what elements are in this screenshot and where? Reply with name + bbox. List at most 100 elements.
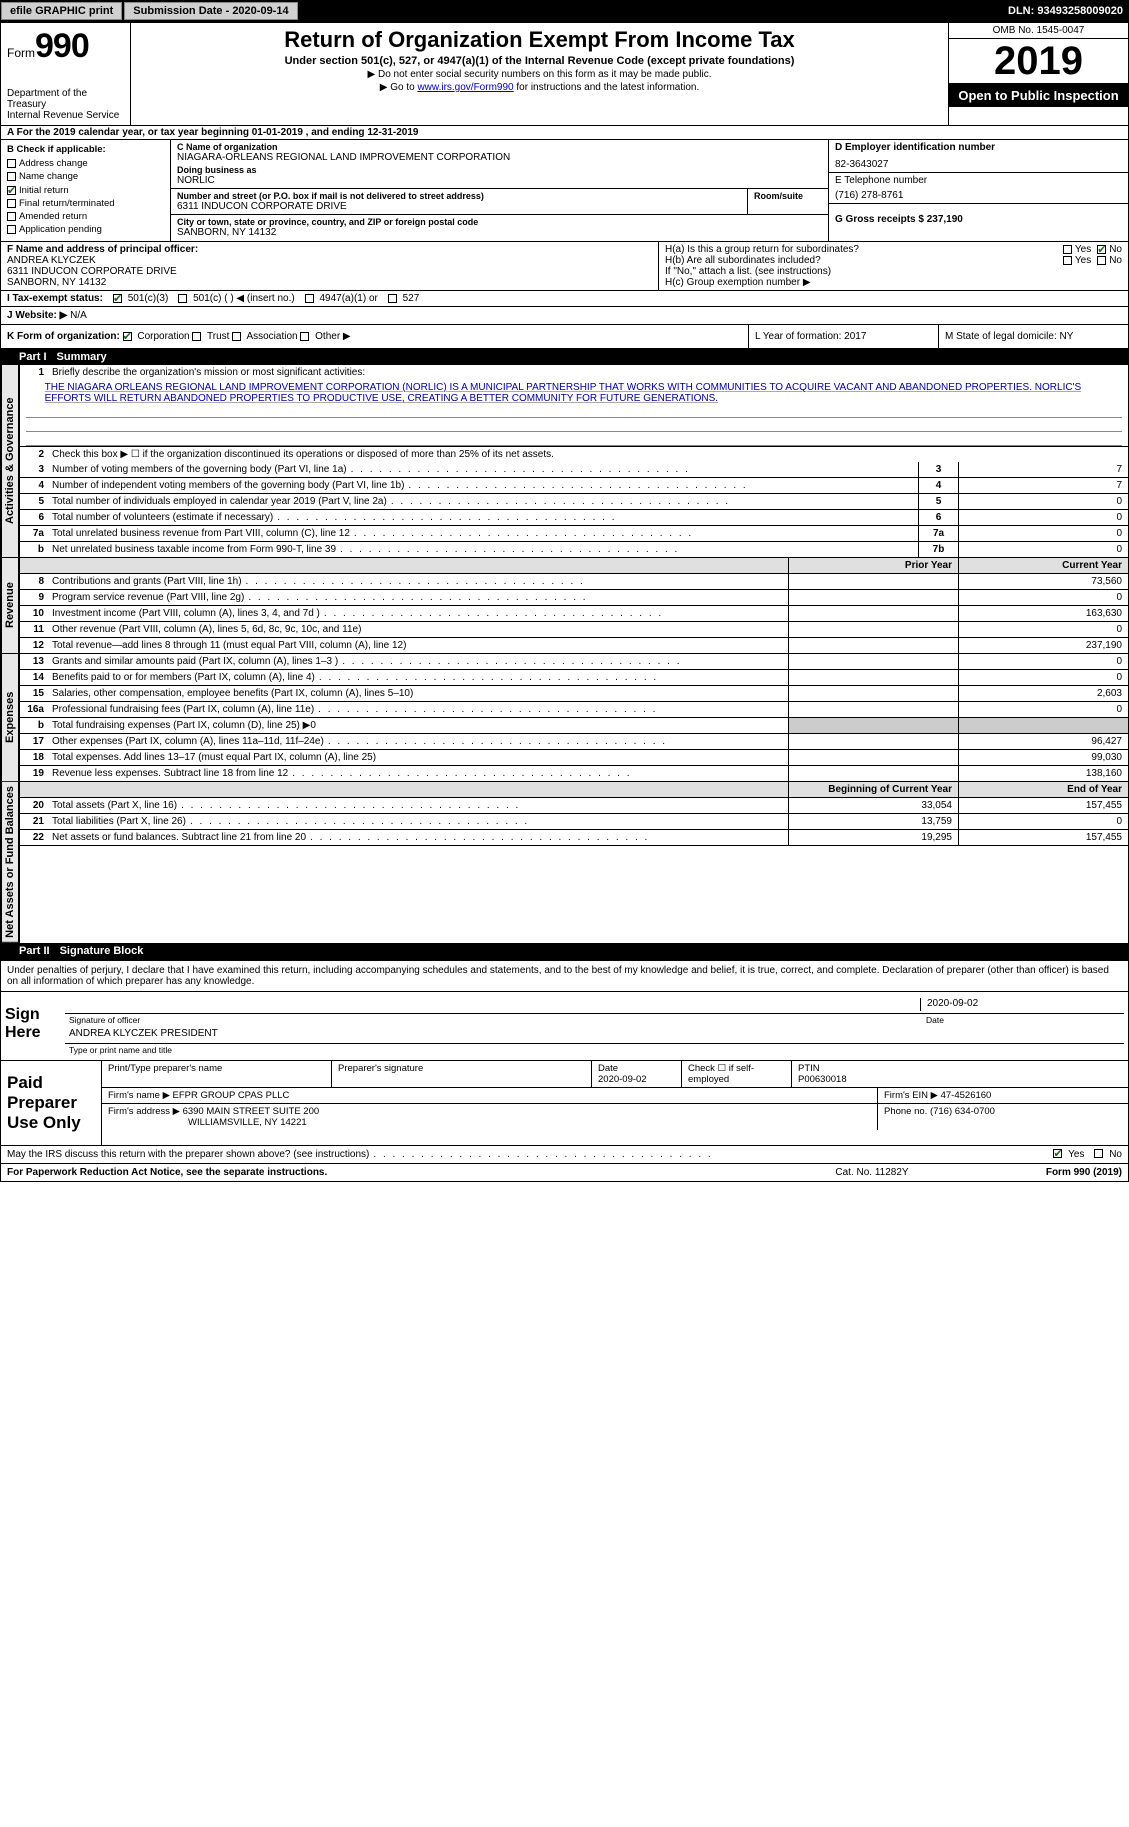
firm-addr: Firm's address ▶ 6390 MAIN STREET SUITE … — [102, 1104, 878, 1130]
row-i-tax-status: I Tax-exempt status: 501(c)(3) 501(c) ( … — [1, 291, 1128, 307]
goto-link[interactable]: www.irs.gov/Form990 — [417, 82, 513, 93]
l16a-desc: Professional fundraising fees (Part IX, … — [48, 702, 788, 717]
cb-name-change[interactable]: Name change — [7, 170, 164, 183]
cb-application-pending[interactable]: Application pending — [7, 223, 164, 236]
g-gross: G Gross receipts $ 237,190 — [829, 204, 1128, 227]
sig-date-label: Date — [920, 1015, 1120, 1025]
hb-no[interactable] — [1097, 256, 1106, 265]
l5-desc: Total number of individuals employed in … — [48, 494, 918, 509]
row-klm: K Form of organization: Corporation Trus… — [1, 325, 1128, 349]
l8-desc: Contributions and grants (Part VIII, lin… — [48, 574, 788, 589]
l21-desc: Total liabilities (Part X, line 26) — [48, 814, 788, 829]
c-name-cell: C Name of organization NIAGARA-ORLEANS R… — [171, 140, 828, 189]
sig-name: ANDREA KLYCZEK PRESIDENT — [69, 1028, 218, 1041]
ha-label: H(a) Is this a group return for subordin… — [665, 244, 1063, 255]
hdr-eoy: End of Year — [958, 782, 1128, 797]
m-state-domicile: M State of legal domicile: NY — [938, 325, 1128, 348]
no-label: No — [1109, 244, 1122, 255]
ha-yes[interactable] — [1063, 245, 1072, 254]
h-group: H(a) Is this a group return for subordin… — [658, 242, 1128, 290]
i-label: I Tax-exempt status: — [7, 293, 103, 304]
tab-expenses: Expenses — [1, 654, 19, 782]
row-a-period: A For the 2019 calendar year, or tax yea… — [1, 126, 1128, 140]
form-subtitle: Under section 501(c), 527, or 4947(a)(1)… — [139, 55, 940, 67]
may-yes[interactable] — [1053, 1149, 1062, 1158]
efile-print-button[interactable]: efile GRAPHIC print — [1, 2, 122, 20]
l8-val: 73,560 — [958, 574, 1128, 589]
header-left: Form990 Department of the Treasury Inter… — [1, 23, 131, 125]
paperwork-notice: For Paperwork Reduction Act Notice, see … — [7, 1167, 772, 1178]
ha-no[interactable] — [1097, 245, 1106, 254]
l9-desc: Program service revenue (Part VIII, line… — [48, 590, 788, 605]
hdr-prior-year: Prior Year — [788, 558, 958, 573]
d-ein: D Employer identification number 82-3643… — [829, 140, 1128, 173]
cb-assoc[interactable] — [232, 332, 241, 341]
dept-irs: Internal Revenue Service — [7, 110, 124, 121]
goto-post: for instructions and the latest informat… — [514, 82, 700, 93]
form-header: Form990 Department of the Treasury Inter… — [1, 23, 1128, 126]
l20-eoy: 157,455 — [958, 798, 1128, 813]
l22-desc: Net assets or fund balances. Subtract li… — [48, 830, 788, 845]
cb-final-return[interactable]: Final return/terminated — [7, 197, 164, 210]
cb-corp[interactable] — [123, 332, 132, 341]
form-word: Form — [7, 46, 35, 60]
f-label: F Name and address of principal officer: — [7, 244, 652, 255]
sig-type-name-label: Type or print name and title — [65, 1044, 1124, 1056]
may-irs-discuss: May the IRS discuss this return with the… — [1, 1145, 1128, 1163]
opt-corp: Corporation — [137, 331, 189, 342]
l14-desc: Benefits paid to or for members (Part IX… — [48, 670, 788, 685]
part-2-header: Part II Signature Block — [1, 943, 1128, 959]
may-text: May the IRS discuss this return with the… — [7, 1149, 1053, 1160]
d-ein-label: D Employer identification number — [835, 142, 1122, 153]
form-ref: Form 990 (2019) — [972, 1167, 1122, 1178]
opt-501c3: 501(c)(3) — [128, 293, 169, 304]
l18-desc: Total expenses. Add lines 13–17 (must eq… — [48, 750, 788, 765]
part-1-header: Part I Summary — [1, 349, 1128, 365]
sign-here-row: Sign Here 2020-09-02 Signature of office… — [1, 991, 1128, 1060]
l9-val: 0 — [958, 590, 1128, 605]
j-value: N/A — [70, 310, 87, 321]
cb-initial-return[interactable]: Initial return — [7, 184, 164, 197]
signature-block: Under penalties of perjury, I declare th… — [1, 959, 1128, 1163]
cb-trust[interactable] — [192, 332, 201, 341]
cb-address-change[interactable]: Address change — [7, 157, 164, 170]
addr-label: Number and street (or P.O. box if mail i… — [177, 191, 741, 201]
sect-revenue: Revenue Prior YearCurrent Year 8Contribu… — [1, 558, 1128, 654]
l11-val: 0 — [958, 622, 1128, 637]
opt-trust: Trust — [207, 331, 229, 342]
may-no[interactable] — [1094, 1149, 1103, 1158]
top-bar: efile GRAPHIC print Submission Date - 20… — [0, 0, 1129, 22]
goto-pre: ▶ Go to — [380, 82, 418, 93]
addr-value: 6311 INDUCON CORPORATE DRIVE — [177, 201, 741, 212]
l17-desc: Other expenses (Part IX, column (A), lin… — [48, 734, 788, 749]
yes-label: Yes — [1075, 255, 1091, 266]
part-2-title: Signature Block — [60, 945, 144, 957]
e-phone-value: (716) 278-8761 — [835, 190, 1122, 201]
l7a-desc: Total unrelated business revenue from Pa… — [48, 526, 918, 541]
l13-val: 0 — [958, 654, 1128, 669]
cb-527[interactable] — [388, 294, 397, 303]
opt-other: Other ▶ — [315, 331, 350, 342]
city-label: City or town, state or province, country… — [177, 217, 822, 227]
hb-yes[interactable] — [1063, 256, 1072, 265]
hdr-current-year: Current Year — [958, 558, 1128, 573]
l12-val: 237,190 — [958, 638, 1128, 653]
opt-assoc: Association — [246, 331, 297, 342]
cb-other[interactable] — [300, 332, 309, 341]
dba-label: Doing business as — [177, 165, 822, 175]
form-990: Form990 Department of the Treasury Inter… — [0, 22, 1129, 1182]
open-to-public: Open to Public Inspection — [949, 84, 1128, 107]
paid-preparer: Paid Preparer Use Only Print/Type prepar… — [1, 1060, 1128, 1145]
submission-date-button[interactable]: Submission Date - 2020-09-14 — [124, 2, 297, 20]
l7b-desc: Net unrelated business taxable income fr… — [48, 542, 918, 557]
cb-4947[interactable] — [305, 294, 314, 303]
col-b: B Check if applicable: Address change Na… — [1, 140, 171, 241]
l3-val: 7 — [958, 462, 1128, 477]
cb-amended[interactable]: Amended return — [7, 210, 164, 223]
opt-4947: 4947(a)(1) or — [319, 293, 377, 304]
sect-expenses: Expenses 13Grants and similar amounts pa… — [1, 654, 1128, 782]
cb-501c3[interactable] — [113, 294, 122, 303]
l10-desc: Investment income (Part VIII, column (A)… — [48, 606, 788, 621]
sig-officer-label: Signature of officer — [69, 1015, 920, 1025]
cb-501c[interactable] — [178, 294, 187, 303]
